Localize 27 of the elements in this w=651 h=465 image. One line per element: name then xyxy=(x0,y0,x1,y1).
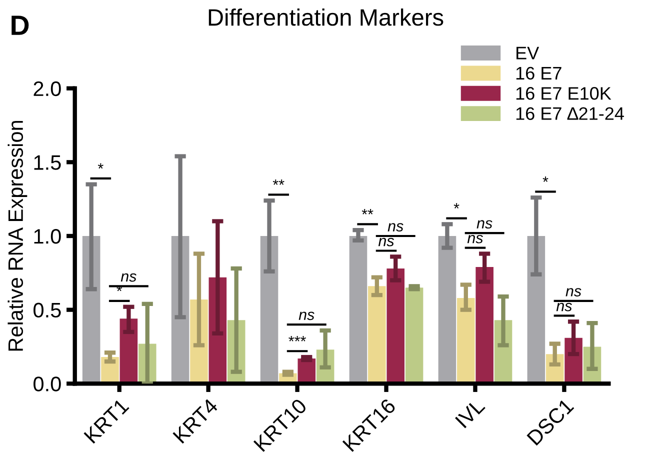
annotation: ns xyxy=(556,302,572,312)
annotation: * xyxy=(454,203,460,208)
legend-label: 16 E7 ∆21-24 xyxy=(516,107,624,120)
y-axis-title: Relative RNA Expression xyxy=(8,120,28,351)
annotation: * xyxy=(542,176,548,182)
legend-label: 16 E7 E10K xyxy=(516,87,612,100)
chart-title: Differentiation Markers xyxy=(208,8,444,26)
legend-label: 16 E7 xyxy=(516,66,562,80)
annotation: *** xyxy=(288,336,306,342)
annotation: ns xyxy=(467,234,483,244)
x-tick-label: IVL xyxy=(455,398,486,428)
annotation: ns xyxy=(120,273,136,282)
text: D xyxy=(12,16,29,35)
y-tick-label: 0.5 xyxy=(34,302,61,318)
annotation: ns xyxy=(476,220,492,229)
annotation: ns xyxy=(378,238,394,246)
legend-label: EV xyxy=(516,46,540,60)
annotation: ** xyxy=(272,179,284,185)
annotation: ns xyxy=(388,223,404,232)
annotation: ns xyxy=(298,312,314,320)
annotation: ns xyxy=(566,288,582,296)
y-tick-label: 0.0 xyxy=(34,376,61,392)
y-tick-label: 2.0 xyxy=(34,81,61,96)
y-tick-label: 1.0 xyxy=(34,228,61,244)
annotation: * xyxy=(98,163,104,169)
y-tick-label: 1.5 xyxy=(34,155,61,170)
annotation: ** xyxy=(362,209,374,214)
